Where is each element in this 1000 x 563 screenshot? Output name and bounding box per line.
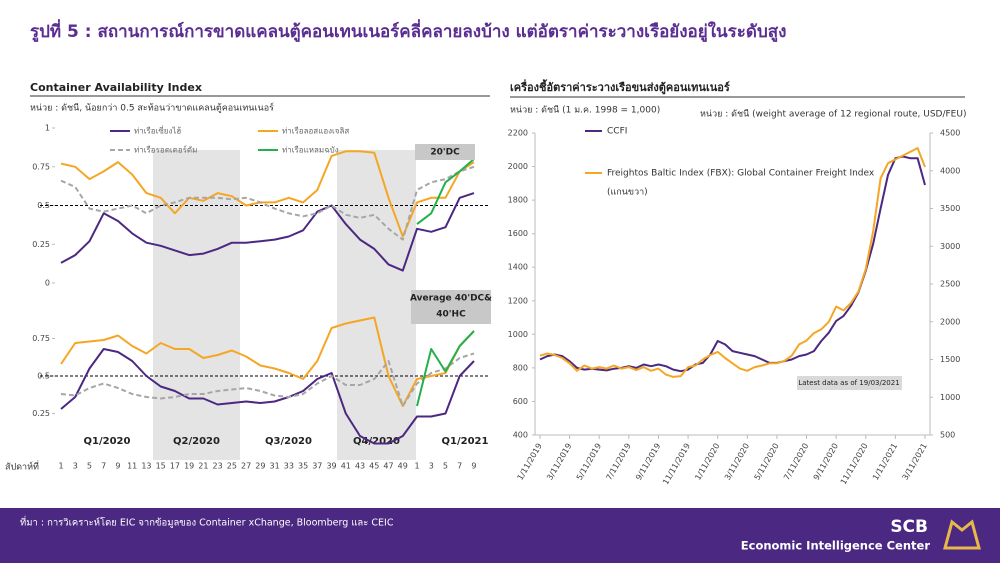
series-line: [60, 348, 475, 445]
x-tick-label: 7: [101, 462, 106, 471]
annotation-box: [411, 290, 491, 324]
x-tick-label: 9: [471, 462, 476, 471]
y2-tick-label: 3000: [940, 242, 960, 251]
legend-label: CCFI: [607, 127, 627, 137]
x-tick-label: 47: [383, 462, 393, 471]
y2-tick-label: 4000: [940, 166, 960, 175]
quarter-label: Q1/2020: [84, 436, 131, 447]
series-line: [60, 165, 475, 241]
y-tick-label: 1400: [508, 263, 528, 272]
x-tick-label: 49: [398, 462, 408, 471]
x-tick-label: 25: [227, 462, 237, 471]
y-tick-label: 0.5: [37, 201, 50, 210]
footer-band: [0, 508, 1000, 563]
right-chart-title: เครื่องชี้อัตราค่าระวางเรือขนส่งตู้คอนเท…: [510, 79, 730, 95]
legend-label: ท่าเรือรอตเตอร์ดัม: [134, 145, 197, 155]
quarter-label: Q3/2020: [265, 436, 312, 447]
series-line: [60, 352, 475, 407]
x-tick-label: 11: [127, 462, 137, 471]
right-unit-2: หน่วย : ดัชนี (weight average of 12 regi…: [700, 109, 966, 120]
y-tick-label: 0.25: [32, 240, 50, 249]
quarter-shade: [337, 150, 416, 460]
x-tick-label: 21: [198, 462, 208, 471]
quarter-label: Q2/2020: [173, 436, 220, 447]
x-tick-label: 31: [270, 462, 280, 471]
y-tick-label: 1200: [508, 296, 528, 305]
x-tick-label: 37: [312, 462, 322, 471]
annotation-box: [797, 376, 902, 390]
legend-label: Freightos Baltic Index (FBX): Global Con…: [607, 169, 875, 179]
series-line: [416, 158, 475, 225]
series-line: [539, 147, 926, 378]
x-axis-label: สัปดาห์ที่: [5, 460, 39, 473]
quarter-label: Q1/2021: [442, 436, 489, 447]
x-tick-label: 1: [58, 462, 63, 471]
x-tick-label: 15: [156, 462, 166, 471]
x-tick-label: 27: [241, 462, 251, 471]
x-tick-label: 5: [443, 462, 448, 471]
y-tick-label: 0.75: [32, 334, 50, 343]
logo-icon: [943, 519, 981, 550]
series-line: [416, 330, 475, 407]
y-tick-label: 1: [45, 124, 50, 133]
quarter-shade: [153, 150, 240, 460]
y2-tick-label: 1000: [940, 393, 960, 402]
x-tick-label: 35: [298, 462, 308, 471]
x-tick-label: 19: [184, 462, 194, 471]
y-tick-label: 0.75: [32, 162, 50, 171]
right-unit: หน่วย : ดัชนี (1 ม.ค. 1998 = 1,000): [510, 105, 660, 116]
y-tick-label: 1000: [508, 330, 528, 339]
x-tick-label: 9: [115, 462, 120, 471]
x-tick-label: 41: [341, 462, 351, 471]
annotation: Average 40'DC&: [410, 294, 492, 304]
x-tick-label: 43: [355, 462, 365, 471]
y-tick-label: 800: [513, 363, 528, 372]
x-tick-label: 17: [170, 462, 180, 471]
x-tick-label: 33: [284, 462, 294, 471]
y2-tick-label: 3500: [940, 204, 960, 213]
y-tick-label: 1600: [508, 229, 528, 238]
y2-tick-label: 2500: [940, 280, 960, 289]
y-tick-label: 0: [45, 279, 50, 288]
series-line: [60, 192, 475, 272]
left-unit: หน่วย : ดัชนี, น้อยกว่า 0.5 สะท้อนว่าขาด…: [30, 102, 274, 114]
y-tick-label: 2000: [508, 162, 528, 171]
x-tick-label: 5: [87, 462, 92, 471]
quarter-label: Q4/2020: [353, 436, 400, 447]
x-tick-label: 7: [457, 462, 462, 471]
x-tick-label: 3: [73, 462, 78, 471]
source: ที่มา : การวิเคราะห์โดย EIC จากข้อมูลของ…: [20, 516, 394, 529]
x-tick-label: 13: [141, 462, 151, 471]
legend-label: ท่าเรือแหลมฉบัง: [282, 146, 339, 155]
slide-title: รูปที่ 5 : สถานการณ์การขาดแคลนตู้คอนเทนเ…: [30, 19, 786, 43]
y2-tick-label: 500: [940, 431, 955, 440]
y-tick-label: 600: [513, 397, 528, 406]
x-tick-label: 39: [326, 462, 336, 471]
x-tick-label: 45: [369, 462, 379, 471]
y-tick-label: 400: [513, 431, 528, 440]
x-tick-label: 3: [429, 462, 434, 471]
legend-note: (แกนขวา): [607, 188, 648, 198]
x-tick-label: 1: [414, 462, 419, 471]
annotation: 40'HC: [436, 310, 466, 320]
x-tick-label: 29: [255, 462, 265, 471]
y2-tick-label: 4500: [940, 129, 960, 138]
x-tick-label: 23: [213, 462, 223, 471]
y-tick-label: 0.5: [37, 372, 50, 381]
y-tick-label: 2200: [508, 129, 528, 138]
y2-tick-label: 2000: [940, 317, 960, 326]
legend-label: ท่าเรือลอสแองเจลิส: [282, 127, 349, 136]
y-tick-label: 0.25: [32, 409, 50, 418]
logo: SCB: [890, 517, 928, 537]
legend-label: ท่าเรือเซี่ยงไฮ้: [134, 125, 181, 136]
logo-sub: Economic Intelligence Center: [741, 539, 931, 553]
y2-tick-label: 1500: [940, 355, 960, 364]
left-chart-title: Container Availability Index: [30, 81, 202, 94]
annotation: 20'DC: [430, 148, 460, 158]
annotation-box: [415, 144, 475, 160]
y-tick-label: 1800: [508, 196, 528, 205]
annotation: Latest data as of 19/03/2021: [798, 379, 899, 387]
